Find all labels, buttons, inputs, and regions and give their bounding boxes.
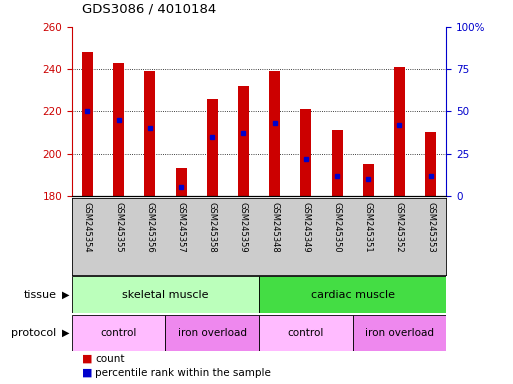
Bar [259, 315, 353, 351]
Text: count: count [95, 354, 125, 364]
Text: iron overload: iron overload [177, 328, 247, 338]
Bar [331, 131, 343, 196]
Text: GSM245356: GSM245356 [145, 202, 154, 252]
Bar [175, 169, 187, 196]
Text: GSM245354: GSM245354 [83, 202, 92, 252]
Bar [144, 71, 155, 196]
Bar [207, 99, 218, 196]
Bar [425, 132, 436, 196]
Bar [363, 164, 374, 196]
Text: iron overload: iron overload [365, 328, 434, 338]
Text: GSM245358: GSM245358 [208, 202, 217, 252]
Text: GSM245353: GSM245353 [426, 202, 435, 252]
Bar [113, 63, 124, 196]
Text: GSM245348: GSM245348 [270, 202, 279, 252]
Text: GSM245359: GSM245359 [239, 202, 248, 252]
Bar [394, 67, 405, 196]
Bar [238, 86, 249, 196]
Bar [82, 52, 93, 196]
Text: GSM245355: GSM245355 [114, 202, 123, 252]
Text: GSM245350: GSM245350 [332, 202, 342, 252]
Bar [165, 315, 259, 351]
Text: ■: ■ [82, 354, 92, 364]
Bar [269, 71, 280, 196]
Text: control: control [288, 328, 324, 338]
Text: cardiac muscle: cardiac muscle [311, 290, 394, 300]
Text: ▶: ▶ [62, 290, 69, 300]
Text: tissue: tissue [24, 290, 56, 300]
Text: GSM245351: GSM245351 [364, 202, 373, 252]
Text: ▶: ▶ [62, 328, 69, 338]
Bar [259, 276, 446, 313]
Text: GSM245357: GSM245357 [176, 202, 186, 252]
Text: control: control [101, 328, 137, 338]
Text: percentile rank within the sample: percentile rank within the sample [95, 368, 271, 378]
Bar [72, 276, 259, 313]
Text: ■: ■ [82, 368, 92, 378]
Bar [72, 315, 165, 351]
Text: GDS3086 / 4010184: GDS3086 / 4010184 [82, 2, 216, 15]
Bar [353, 315, 446, 351]
Text: GSM245352: GSM245352 [395, 202, 404, 252]
Text: protocol: protocol [11, 328, 56, 338]
Text: skeletal muscle: skeletal muscle [122, 290, 209, 300]
Bar [301, 109, 311, 196]
Text: GSM245349: GSM245349 [301, 202, 310, 252]
